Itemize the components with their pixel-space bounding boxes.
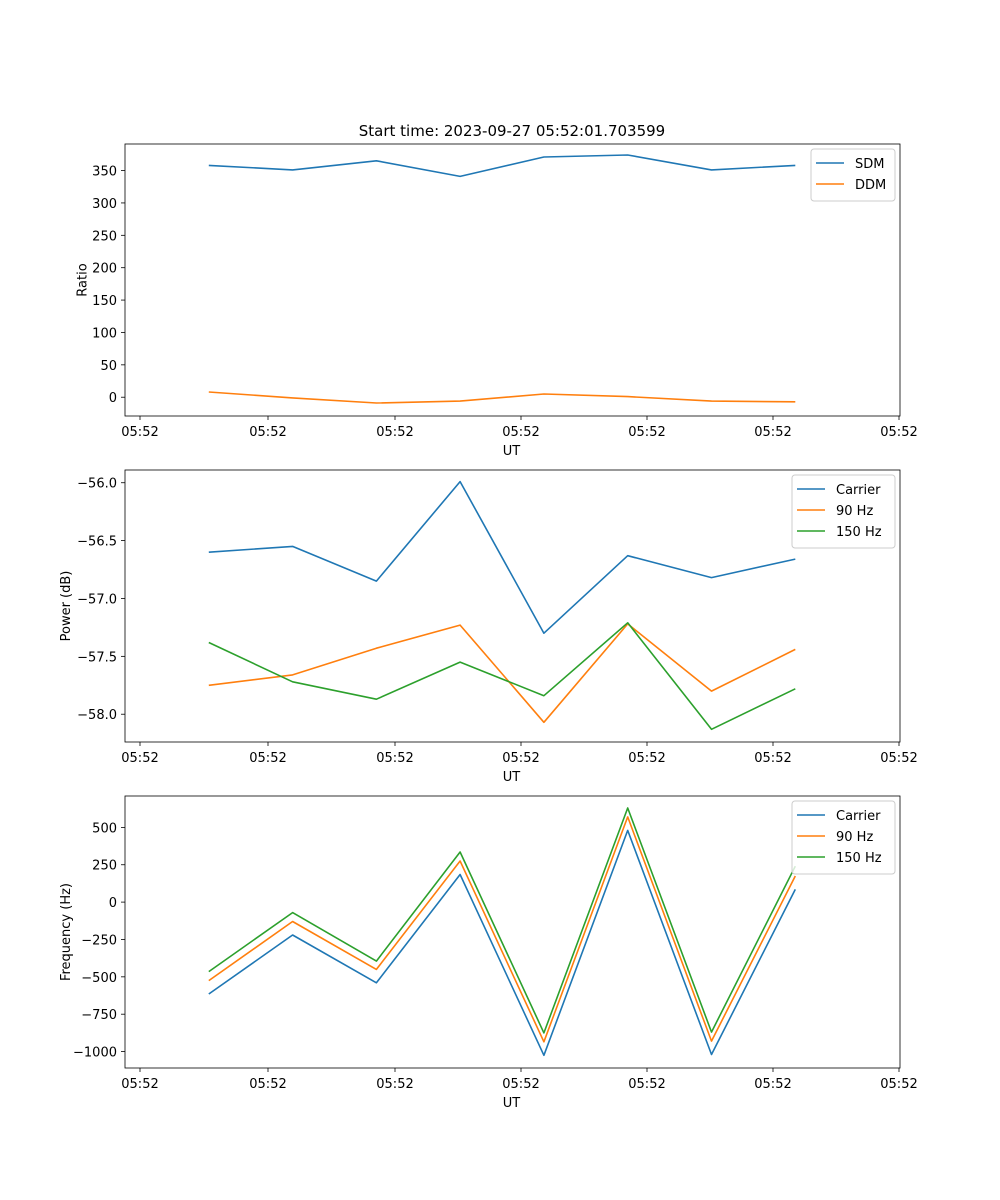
x-tick-label: 05:52 (376, 751, 413, 766)
y-tick-label: 350 (92, 165, 117, 180)
x-tick-label: 05:52 (249, 751, 286, 766)
x-axis-label: UT (503, 770, 521, 785)
x-axis-label: UT (503, 1096, 521, 1111)
y-tick-label: −56.0 (77, 477, 117, 492)
x-tick-label: 05:52 (502, 751, 539, 766)
plot-frame (124, 469, 901, 743)
y-tick-label: 50 (100, 359, 117, 374)
series-line-carrier (208, 480, 796, 635)
legend-label-sdm: SDM (855, 157, 884, 172)
y-axis-label: Power (dB) (59, 571, 74, 642)
x-tick-label: 05:52 (502, 425, 539, 440)
y-tick-label: −500 (81, 971, 117, 986)
legend (791, 800, 896, 875)
series-line-150-hz (208, 807, 797, 1034)
series-line-ddm (208, 391, 796, 404)
x-tick-label: 05:52 (376, 425, 413, 440)
chart-power: 05:52 05:52 05:52 05:52 05:52 05:52 05:52 UT −56… (59, 469, 918, 785)
x-tick-label: 05:52 (628, 425, 665, 440)
y-tick-label: 200 (92, 262, 117, 277)
legend (810, 148, 896, 202)
y-tick-label: 250 (92, 859, 117, 874)
x-tick-label: 05:52 (754, 1077, 791, 1092)
y-tick-label: −58.0 (77, 708, 117, 723)
chart-frequency: 05:52 05:52 05:52 05:52 05:52 05:52 05:52 UT 500… (59, 795, 918, 1111)
legend-label-90-hz: 90 Hz (836, 830, 873, 845)
plot-frame (124, 795, 901, 1069)
x-tick-label: 05:52 (249, 1077, 286, 1092)
x-tick-label: 05:52 (502, 1077, 539, 1092)
x-tick-label: 05:52 (376, 1077, 413, 1092)
y-tick-label: −750 (81, 1008, 117, 1023)
x-tick-label: 05:52 (628, 751, 665, 766)
y-tick-label: 0 (109, 896, 117, 911)
x-tick-label: 05:52 (121, 751, 158, 766)
x-tick-label: 05:52 (754, 751, 791, 766)
x-tick-label: 05:52 (249, 425, 286, 440)
y-axis-label: Frequency (Hz) (59, 883, 74, 981)
series-line-sdm (208, 154, 796, 178)
y-tick-label: 0 (109, 391, 117, 406)
x-tick-label: 05:52 (121, 425, 158, 440)
y-tick-label: −57.0 (77, 592, 117, 607)
y-tick-label: 150 (92, 294, 117, 309)
x-axis-label: UT (503, 444, 521, 459)
y-tick-label: 100 (92, 326, 117, 341)
x-tick-label: 05:52 (121, 1077, 158, 1092)
legend-label-150-hz: 150 Hz (836, 851, 882, 866)
y-tick-label: 500 (92, 821, 117, 836)
x-tick-label: 05:52 (880, 751, 917, 766)
series-line-150-hz (208, 621, 796, 731)
x-tick-label: 05:52 (880, 425, 917, 440)
series-line-90-hz (208, 623, 796, 724)
y-tick-label: −1000 (73, 1046, 117, 1061)
y-tick-label: −250 (81, 933, 117, 948)
plot-frame (124, 143, 901, 417)
legend-label-90-hz: 90 Hz (836, 504, 873, 519)
chart-ratio: 05:52 05:52 05:52 05:52 05:52 05:52 05:52 UT 0 50… (75, 143, 918, 459)
y-tick-label: 250 (92, 229, 117, 244)
x-tick-label: 05:52 (628, 1077, 665, 1092)
legend-label-carrier: Carrier (836, 809, 881, 824)
x-tick-label: 05:52 (880, 1077, 917, 1092)
y-axis-label: Ratio (75, 263, 90, 296)
y-tick-label: −57.5 (77, 650, 117, 665)
series-line-90-hz (208, 816, 797, 1043)
legend-label-ddm: DDM (855, 178, 886, 193)
legend-label-carrier: Carrier (836, 483, 881, 498)
series-line-carrier (208, 829, 797, 1057)
figure-title: Start time: 2023-09-27 05:52:01.703599 (359, 122, 665, 140)
legend-label-150-hz: 150 Hz (836, 525, 882, 540)
legend (791, 474, 896, 549)
y-tick-label: −56.5 (77, 535, 117, 550)
y-tick-label: 300 (92, 197, 117, 212)
x-tick-label: 05:52 (754, 425, 791, 440)
